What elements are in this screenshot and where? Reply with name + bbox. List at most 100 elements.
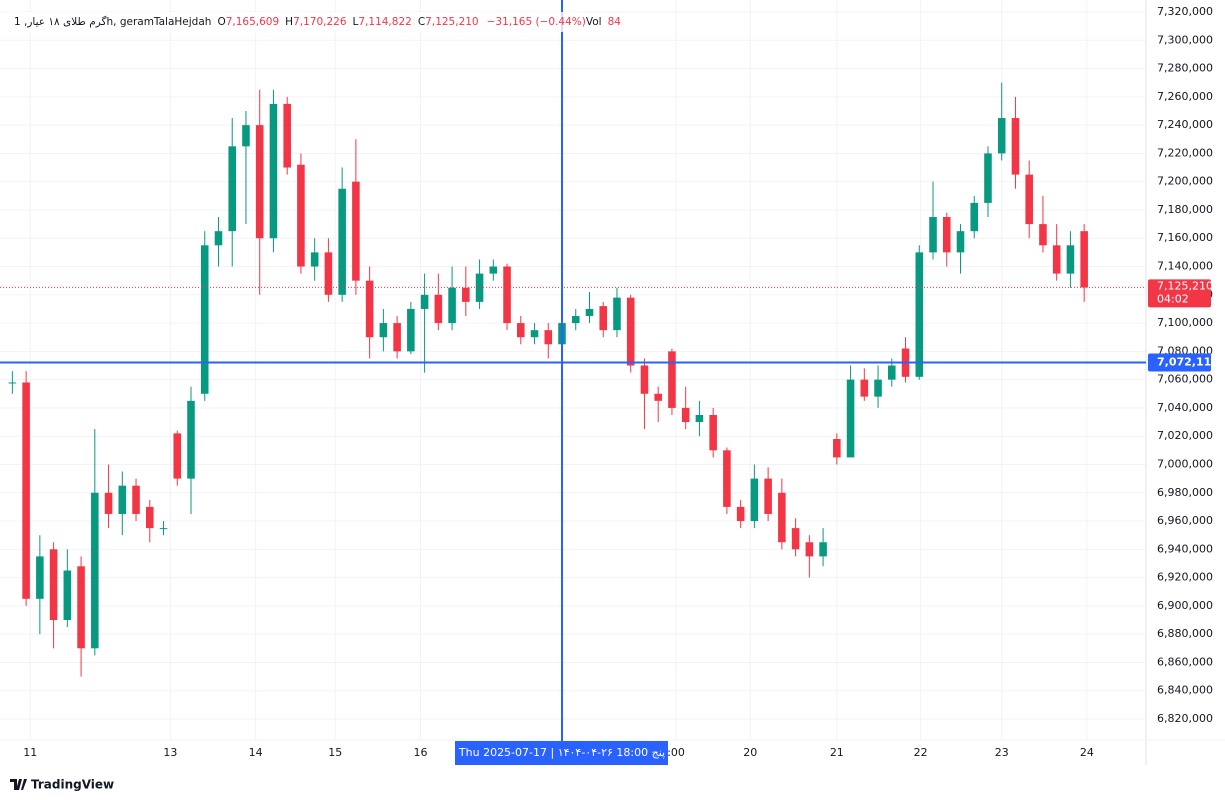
candle-body: [723, 450, 731, 507]
candle-body: [613, 297, 621, 331]
y-tick-label: 6,840,000: [1157, 684, 1213, 697]
candle-body: [462, 287, 470, 302]
y-tick-label: 6,980,000: [1157, 486, 1213, 499]
candle-body: [984, 153, 992, 203]
candle-body: [764, 478, 772, 514]
candle-body: [654, 393, 662, 401]
candle-body: [255, 125, 264, 239]
candle-body: [1080, 231, 1088, 288]
y-tick-label: 7,140,000: [1157, 260, 1213, 273]
legend-bg: [8, 12, 583, 32]
x-tick-label: 13: [163, 746, 177, 759]
candle-body: [1039, 224, 1047, 246]
y-tick-label: 7,040,000: [1157, 401, 1213, 414]
crosshair-price-label: 7,072,118: [1157, 356, 1219, 369]
last-price-box: [1148, 279, 1211, 308]
candle-body: [846, 379, 855, 458]
legend-item: C: [418, 16, 425, 28]
candle-body: [544, 330, 553, 345]
y-tick-label: 7,180,000: [1157, 203, 1213, 216]
candle-body: [1066, 245, 1075, 274]
candle-body: [874, 379, 882, 397]
y-tick-label: 7,160,000: [1157, 231, 1213, 244]
candle-body: [915, 252, 924, 377]
candle-body: [104, 492, 113, 514]
candle-body: [599, 306, 608, 331]
brand-logo: TradingView: [10, 778, 114, 792]
candle-body: [242, 125, 250, 147]
last-price-label: 7,125,210: [1157, 279, 1213, 292]
candle-body: [833, 439, 841, 458]
candle-body: [860, 379, 869, 397]
x-tick-label: 24: [1080, 746, 1094, 759]
legend-item: O: [217, 16, 225, 28]
candle-body: [475, 273, 484, 302]
x-tick-label: 20: [743, 746, 757, 759]
candle-body: [22, 382, 30, 599]
y-tick-label: 7,000,000: [1157, 457, 1213, 470]
candle-body: [585, 308, 594, 317]
y-tick-label: 7,100,000: [1157, 316, 1213, 329]
candle-body: [8, 382, 17, 384]
y-tick-label: 6,940,000: [1157, 542, 1213, 555]
candle-body: [530, 330, 539, 338]
candle-body: [997, 118, 1006, 154]
y-tick-label: 7,260,000: [1157, 90, 1213, 103]
logo-mark: [10, 779, 27, 790]
countdown-label: 04:02: [1157, 292, 1189, 305]
y-tick-label: 7,020,000: [1157, 429, 1213, 442]
x-tick-label: 11: [23, 746, 37, 759]
candle-body: [297, 164, 305, 267]
candle-body: [434, 294, 443, 324]
y-tick-label: 7,060,000: [1157, 373, 1213, 386]
candle-body: [736, 506, 745, 522]
legend-item: H: [285, 16, 293, 28]
y-tick-label: 6,880,000: [1157, 627, 1213, 640]
legend: گرم طلای ۱۸ عیار, 1h, geramTalaHejdah O7,…: [14, 15, 621, 28]
x-tick-label: :00: [667, 746, 685, 759]
x-tick-label: 21: [830, 746, 844, 759]
y-tick-label: 7,320,000: [1157, 5, 1213, 18]
candle-body: [791, 528, 800, 550]
candle-body: [393, 323, 401, 352]
candle-body: [668, 351, 676, 408]
candle-body: [778, 492, 786, 543]
legend-item: 7,165,609: [226, 16, 279, 28]
candle-body: [200, 245, 209, 394]
candle-body: [517, 323, 525, 338]
candle-body: [956, 231, 965, 253]
candle-body: [709, 414, 717, 451]
candle-body: [448, 287, 456, 324]
y-tick-label: 7,200,000: [1157, 175, 1213, 188]
candle-body: [214, 231, 223, 246]
candle-body: [1011, 118, 1020, 175]
crosshair-time-box: [455, 741, 669, 765]
candle-body: [283, 103, 291, 168]
y-tick-label: 6,960,000: [1157, 514, 1213, 527]
legend-item: 7,114,822: [358, 16, 411, 28]
candle-body: [49, 549, 58, 621]
candle-body: [338, 188, 346, 295]
candle-body: [77, 566, 85, 649]
candle-body: [159, 528, 168, 530]
y-tick-label: 7,300,000: [1157, 33, 1213, 46]
candle-body: [420, 294, 429, 309]
x-tick-label: 22: [914, 746, 928, 759]
y-tick-label: 6,820,000: [1157, 712, 1213, 725]
candle-body: [132, 485, 140, 514]
x-tick-label: 14: [249, 746, 263, 759]
legend-item: Vol: [586, 16, 602, 28]
candle-body: [571, 316, 580, 324]
candle-body: [365, 280, 374, 338]
candle-body: [36, 556, 44, 599]
legend-item: گرم طلای ۱۸ عیار, 1h, geramTalaHejdah: [14, 15, 211, 28]
candle-body: [187, 400, 195, 479]
candle-body: [1025, 174, 1033, 225]
candle-body: [1052, 245, 1061, 274]
candle-body: [695, 414, 704, 423]
candle-body: [407, 308, 415, 352]
y-tick-label: 7,220,000: [1157, 146, 1213, 159]
candle-body: [805, 542, 814, 557]
candle-body: [63, 570, 72, 621]
